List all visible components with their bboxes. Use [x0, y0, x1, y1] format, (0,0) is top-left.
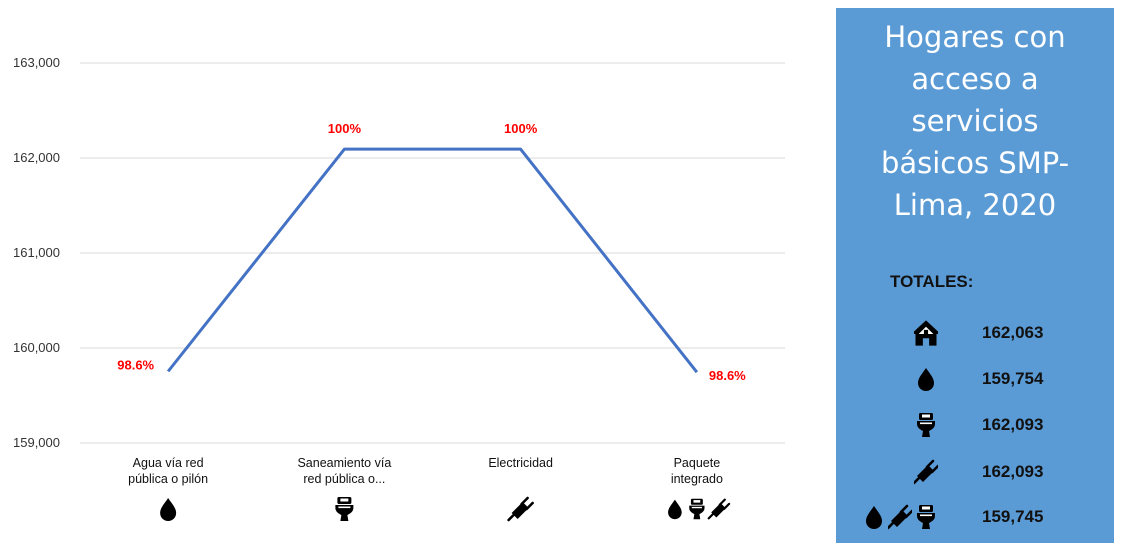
data-label: 98.6% [117, 357, 154, 372]
water-drop-icon-wrapper [918, 368, 934, 391]
water-drop-icon-wrapper [866, 506, 882, 529]
y-tick-label: 159,000 [13, 435, 60, 450]
totals-label: TOTALES: [890, 272, 974, 291]
total-row-icons [914, 361, 938, 397]
category-label: Saneamiento vía red pública o... [297, 456, 391, 486]
total-row: 162,063 [836, 315, 1114, 351]
toilet-icon [917, 505, 935, 529]
water-drop-icon [866, 506, 882, 529]
total-value: 162,063 [982, 323, 1044, 342]
electric-plug-icon [888, 504, 912, 530]
total-row: 162,093 [836, 407, 1114, 443]
toilet-icon-wrapper [917, 505, 935, 529]
panel-title-line: Lima, 2020 [893, 188, 1057, 222]
panel-title: Hogares con acceso a servicios básicos SMP-… [844, 16, 1106, 226]
house-icon-wrapper [914, 320, 938, 346]
toilet-icon [335, 497, 354, 521]
house-icon [914, 320, 938, 346]
panel-title-line: Hogares con [884, 20, 1066, 54]
data-label: 100% [504, 121, 538, 136]
total-row: 159,754 [836, 361, 1114, 397]
electric-plug-icon-wrapper [914, 459, 938, 485]
y-tick-label: 161,000 [13, 245, 60, 260]
electric-plug-icon-wrapper [888, 504, 912, 530]
toilet-icon-wrapper [917, 413, 935, 437]
category-label: Agua vía red pública o pilón [128, 456, 208, 486]
electric-plug-icon [507, 496, 534, 522]
water-drop-icon [160, 498, 177, 521]
total-row-icons [914, 454, 938, 490]
total-row-icons [914, 407, 938, 443]
water-drop-icon [918, 368, 934, 391]
total-row: 159,745 [836, 499, 1114, 535]
water-drop-icon [668, 499, 682, 520]
panel-title-line: acceso a [911, 62, 1039, 96]
data-label: 98.6% [709, 368, 746, 383]
electric-plug-icon [707, 498, 731, 520]
data-label: 100% [328, 121, 362, 136]
y-tick-label: 160,000 [13, 340, 60, 355]
y-tick-label: 163,000 [13, 55, 60, 70]
toilet-icon [917, 413, 935, 437]
total-row-icons [862, 499, 938, 535]
toilet-icon [689, 498, 705, 520]
line-chart: 159,000 160,000 161,000 162,000 163,000 98.6%… [13, 55, 785, 522]
total-value: 159,745 [982, 507, 1044, 526]
y-tick-label: 162,000 [13, 150, 60, 165]
total-value: 162,093 [982, 415, 1044, 434]
category-label: Electricidad [488, 456, 553, 470]
series-line [166, 147, 699, 374]
total-value: 162,093 [982, 462, 1044, 481]
total-row-icons [914, 315, 938, 351]
total-row: 162,093 [836, 454, 1114, 490]
summary-panel: Hogares con acceso a servicios básicos SMP-… [836, 8, 1114, 543]
total-value: 159,754 [982, 369, 1044, 388]
panel-title-line: básicos SMP- [880, 146, 1070, 180]
category-label: Paquete integrado [671, 456, 723, 486]
panel-title-line: servicios [911, 104, 1039, 138]
electric-plug-icon [914, 459, 938, 485]
